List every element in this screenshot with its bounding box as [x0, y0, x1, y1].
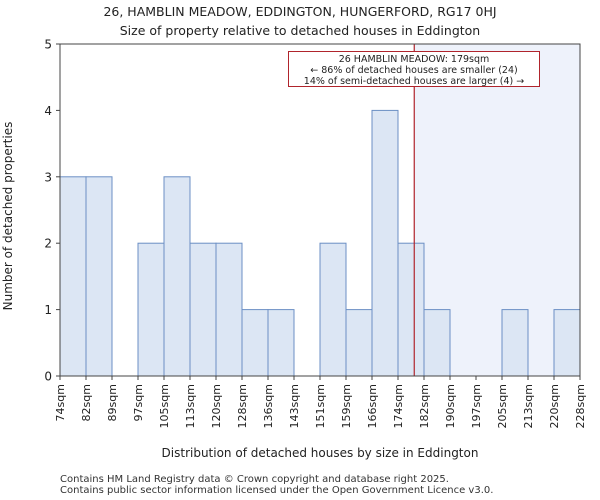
x-tick-label: 166sqm [366, 384, 379, 428]
footer-line-2: Contains public sector information licen… [60, 485, 494, 496]
x-tick-label: 182sqm [418, 384, 431, 428]
x-tick-label: 128sqm [236, 384, 249, 428]
x-tick-label: 120sqm [210, 384, 223, 428]
x-tick-label: 89sqm [106, 384, 119, 421]
y-tick-label: 3 [44, 170, 52, 184]
footer-line-1: Contains HM Land Registry data © Crown c… [60, 474, 449, 485]
annotation-line-2: ← 86% of detached houses are smaller (24… [310, 65, 518, 76]
y-tick-label: 5 [44, 38, 52, 52]
x-tick-label: 220sqm [548, 384, 561, 428]
x-tick-label: 228sqm [574, 384, 587, 428]
x-tick-label: 136sqm [262, 384, 275, 428]
bar-136sqm [267, 309, 295, 377]
y-ticks: 0 1 2 3 4 5 [44, 38, 60, 384]
x-tick-label: 97sqm [132, 384, 145, 421]
annotation-line-3: 14% of semi-detached houses are larger (… [303, 76, 525, 87]
bar-159sqm [345, 309, 373, 377]
x-tick-label: 174sqm [392, 384, 405, 428]
chart-title: 26, HAMBLIN MEADOW, EDDINGTON, HUNGERFOR… [103, 4, 496, 19]
annotation-line-1: 26 HAMBLIN MEADOW: 179sqm [338, 54, 490, 65]
x-tick-label: 205sqm [496, 384, 509, 428]
bar-97sqm [137, 242, 165, 377]
bar-205sqm [501, 309, 529, 377]
x-tick-label: 105sqm [158, 384, 171, 428]
y-tick-label: 4 [44, 104, 52, 118]
y-tick-label: 2 [44, 237, 52, 251]
y-axis-label: Number of detached properties [1, 122, 15, 311]
bar-151sqm [319, 242, 347, 377]
x-tick-label: 82sqm [80, 384, 93, 421]
bar-105sqm [163, 176, 191, 377]
bar-128sqm [241, 309, 269, 377]
bar-113sqm [189, 242, 217, 377]
x-tick-label: 197sqm [470, 384, 483, 428]
x-tick-label: 213sqm [522, 384, 535, 428]
bars-group [59, 109, 581, 377]
x-tick-label: 190sqm [444, 384, 457, 428]
chart-subtitle: Size of property relative to detached ho… [120, 23, 480, 38]
x-tick-label: 151sqm [314, 384, 327, 428]
bar-182sqm [423, 309, 451, 377]
bar-220sqm [553, 309, 581, 377]
x-tick-label: 143sqm [288, 384, 301, 428]
y-tick-label: 0 [44, 370, 52, 384]
bar-166sqm [371, 109, 399, 377]
bar-174sqm [397, 242, 425, 377]
bar-82sqm [85, 176, 113, 377]
x-ticks: 74sqm 82sqm 89sqm 97sqm 105sqm 113sqm 120sqm 12… [54, 376, 587, 428]
bar-120sqm [215, 242, 243, 377]
y-tick-label: 1 [44, 303, 52, 317]
x-tick-label: 74sqm [54, 384, 67, 421]
x-tick-label: 113sqm [184, 384, 197, 428]
x-axis-label: Distribution of detached houses by size … [162, 446, 479, 460]
marker-annotation: 26 HAMBLIN MEADOW: 179sqm ← 86% of detac… [288, 51, 540, 87]
bar-74sqm [59, 176, 87, 377]
x-tick-label: 159sqm [340, 384, 353, 428]
